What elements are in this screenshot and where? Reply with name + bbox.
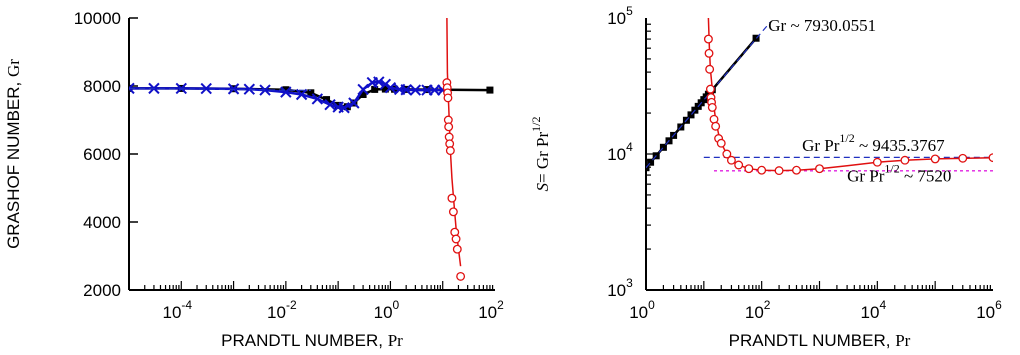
red-circle-point bbox=[726, 155, 736, 165]
blue-cross-point bbox=[384, 81, 397, 94]
x-tick-label: 102 bbox=[478, 298, 504, 322]
black-square-point bbox=[334, 101, 342, 109]
annotation-label: Gr ~ 7930.0551 bbox=[768, 16, 876, 35]
blue-cross-point bbox=[227, 83, 240, 95]
y-tick-label: 103 bbox=[607, 276, 633, 300]
blue-cross-point bbox=[324, 98, 336, 111]
x-tick-label: 100 bbox=[629, 298, 655, 322]
black-square-point bbox=[359, 91, 367, 98]
blue-cross-point bbox=[409, 84, 422, 96]
y-tick-label: 6000 bbox=[83, 145, 121, 164]
blue-cross-point bbox=[338, 102, 350, 114]
x-tick-label: 102 bbox=[745, 298, 771, 322]
red-circle-point bbox=[930, 154, 940, 164]
right-chart: 100 102 104 106 103 104 105 PRANDTL NUMBER, Pr S… bbox=[529, 4, 1002, 350]
red-circle-point bbox=[792, 165, 801, 175]
red-circle-point bbox=[452, 244, 462, 254]
blue-cross-point bbox=[400, 84, 412, 96]
y-tick-label: 105 bbox=[607, 4, 633, 28]
black-square-point bbox=[323, 96, 331, 104]
black-square-point bbox=[307, 89, 315, 97]
blue-cross-point bbox=[295, 88, 308, 101]
red-circle-point bbox=[872, 157, 882, 167]
blue-cross-point bbox=[259, 84, 271, 96]
blue-cross-point bbox=[428, 84, 441, 96]
red-circle-point bbox=[704, 48, 714, 58]
annotation-label: Gr Pr1/2 ~ 7520 bbox=[847, 161, 951, 185]
red-circle-point bbox=[958, 153, 968, 163]
red-circle-point bbox=[707, 102, 717, 112]
x-tick-label: 104 bbox=[861, 298, 887, 322]
red-circle-point bbox=[711, 121, 721, 131]
x-tick-label: 10-2 bbox=[267, 298, 297, 322]
black-square-point bbox=[381, 85, 389, 93]
blue-cross-point bbox=[357, 83, 369, 96]
blue-cross-point bbox=[280, 86, 292, 98]
series-red-line bbox=[707, 18, 993, 172]
black-square-point bbox=[282, 86, 290, 94]
black-square-point bbox=[371, 85, 379, 93]
blue-cross-point bbox=[129, 82, 135, 95]
x-tick-label: 100 bbox=[374, 298, 400, 322]
blue-cross-point bbox=[373, 76, 385, 88]
annotation-label: Gr Pr1/2 ~ 9435.3767 bbox=[802, 131, 945, 155]
red-circle-point bbox=[815, 164, 824, 174]
red-circle-point bbox=[757, 165, 767, 175]
black-square-point bbox=[687, 111, 695, 119]
red-circle-point bbox=[705, 84, 715, 94]
left-chart: 10-4 10-2 100 102 2000 4000 6000 8000 10000 PRAND… bbox=[4, 9, 504, 350]
red-circle-point bbox=[445, 146, 455, 156]
red-circle-point bbox=[705, 64, 715, 74]
black-square-point bbox=[659, 143, 667, 151]
series-blue-dashed bbox=[129, 87, 311, 91]
y-tick-label: 4000 bbox=[83, 213, 121, 232]
red-circle-point bbox=[447, 193, 457, 203]
blue-cross-point bbox=[379, 78, 392, 91]
red-circle-point bbox=[456, 271, 466, 281]
y-tick-label: 2000 bbox=[83, 281, 121, 300]
series-group bbox=[646, 18, 993, 176]
red-circle-point bbox=[703, 34, 713, 44]
red-circle-point bbox=[722, 149, 732, 159]
x-axis-label: PRANDTL NUMBER, Pr bbox=[221, 331, 403, 350]
black-square-point bbox=[646, 164, 650, 172]
red-circle-point bbox=[451, 234, 461, 244]
y-axis-label: S= Gr Pr1/2 bbox=[529, 117, 552, 192]
x-tick-label: 106 bbox=[976, 298, 1002, 322]
blue-cross-point bbox=[311, 93, 324, 105]
black-square-point bbox=[647, 158, 655, 166]
blue-cross-point bbox=[200, 82, 212, 95]
red-circle-point bbox=[744, 164, 754, 174]
red-circle-point bbox=[444, 122, 454, 132]
y-tick-label: 10000 bbox=[74, 9, 121, 28]
y-axis-label: GRASHOF NUMBER, Gr bbox=[4, 59, 23, 249]
blue-cross-point bbox=[348, 97, 360, 109]
red-circle-point bbox=[716, 138, 726, 148]
red-circle-point bbox=[443, 93, 453, 103]
x-tick-label: 10-4 bbox=[162, 298, 192, 322]
red-circle-point bbox=[988, 153, 993, 163]
red-circle-point bbox=[900, 155, 910, 165]
y-tick-label: 104 bbox=[607, 140, 633, 164]
red-circle-point bbox=[774, 166, 784, 176]
black-square-point bbox=[752, 34, 760, 42]
y-tick-label: 8000 bbox=[83, 77, 121, 96]
black-square-point bbox=[486, 86, 494, 94]
series-group bbox=[129, 18, 494, 281]
x-axis-label: PRANDTL NUMBER, Pr bbox=[729, 331, 911, 350]
red-circle-point bbox=[734, 160, 744, 170]
red-circle-point bbox=[448, 207, 458, 217]
